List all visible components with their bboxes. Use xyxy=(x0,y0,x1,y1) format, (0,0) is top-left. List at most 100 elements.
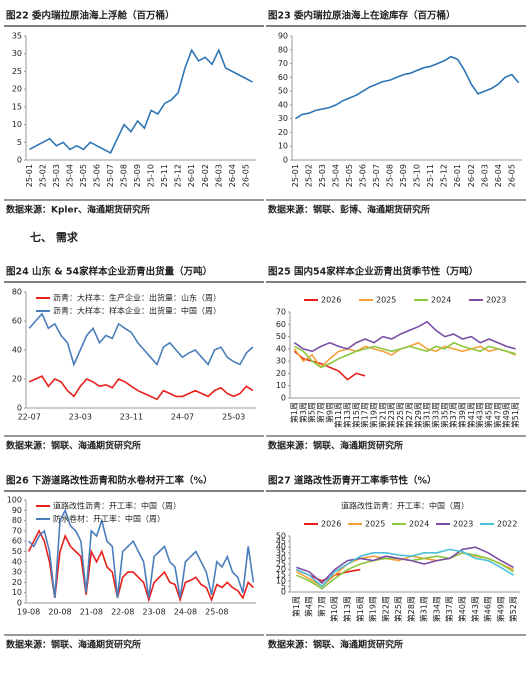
y-tick-label: 80 xyxy=(12,516,22,525)
x-tick-label: 25-11 xyxy=(160,164,169,187)
y-tick-label: 50 xyxy=(276,332,286,341)
y-tick-label: 30 xyxy=(12,49,22,58)
source-note: 数据来源：Kpler、海通期货研究所 xyxy=(6,204,150,216)
y-tick-label: 0 xyxy=(17,599,22,608)
x-tick-label: 第5周 xyxy=(307,402,317,423)
y-tick-label: 35 xyxy=(12,32,22,41)
x-tick-label: 第7周 xyxy=(316,596,326,617)
x-tick-label: 25-05 xyxy=(79,164,88,187)
y-tick-label: 5 xyxy=(17,138,22,147)
x-tick-label: 25-04 xyxy=(65,164,74,187)
source-note: 数据来源：钢联、海通期货研究所 xyxy=(268,639,403,651)
x-tick-label: 第10周 xyxy=(329,596,339,622)
x-tick-label: 第28周 xyxy=(406,596,416,622)
x-tick-label: 第9周 xyxy=(324,402,334,423)
x-tick-label: 第13周 xyxy=(342,402,352,428)
y-tick-label: 100 xyxy=(7,496,22,505)
series-line xyxy=(296,551,514,588)
x-tick-label: 第51周 xyxy=(510,402,520,428)
x-tick-label: 第49周 xyxy=(501,402,511,428)
x-tick-label: 第47周 xyxy=(492,402,502,428)
section-heading: 七、 需求 xyxy=(30,230,79,244)
y-tick-label: 70 xyxy=(278,59,288,68)
y-tick-label: 30 xyxy=(276,357,286,366)
y-tick-label: 90 xyxy=(278,32,288,41)
x-tick-label: 25-10 xyxy=(413,164,422,187)
x-tick-label: 22-07 xyxy=(18,413,41,422)
x-tick-label: 第37周 xyxy=(448,402,458,428)
x-tick-label: 25-11 xyxy=(426,164,435,187)
x-tick-label: 26-04 xyxy=(228,164,237,187)
legend-label: 道路改性沥青：开工率：中国（周） xyxy=(53,501,181,511)
series-line xyxy=(293,320,516,353)
source-note: 数据来源：钢联、彭博、海通期货研究所 xyxy=(268,204,430,216)
x-tick-label: 24-07 xyxy=(171,413,194,422)
y-tick-label: 0 xyxy=(17,404,22,413)
x-tick-label: 第1周 xyxy=(291,596,301,617)
x-tick-label: 26-02 xyxy=(201,164,210,187)
x-tick-label: 26-01 xyxy=(453,164,462,187)
y-tick-label: 20 xyxy=(276,369,286,378)
y-tick-label: 15 xyxy=(12,102,22,111)
x-tick-label: 25-04 xyxy=(331,164,340,187)
y-tick-label: 10 xyxy=(12,588,22,597)
x-tick-label: 25-07 xyxy=(106,164,115,187)
series-line xyxy=(28,375,254,401)
series-line xyxy=(293,350,366,381)
x-tick-label: 25-07 xyxy=(372,164,381,187)
legend-label: 沥青：大样本：生产企业：出货量：山东（周） xyxy=(53,293,221,303)
y-tick-label: 50 xyxy=(278,87,288,96)
y-tick-label: 20 xyxy=(278,128,288,137)
y-tick-label: 35 xyxy=(276,548,286,557)
y-tick-label: 70 xyxy=(12,526,22,535)
x-tick-label: 25-03 xyxy=(222,413,245,422)
y-tick-label: 30 xyxy=(12,568,22,577)
x-tick-label: 26-03 xyxy=(480,164,489,187)
x-tick-label: 26-04 xyxy=(494,164,503,187)
y-tick-label: 40 xyxy=(12,346,22,355)
y-tick-label: 80 xyxy=(12,288,22,297)
x-tick-label: 25-10 xyxy=(147,164,156,187)
source-note: 数据来源：钢联、海通期货研究所 xyxy=(6,440,141,452)
x-tick-label: 25-09 xyxy=(399,164,408,187)
x-tick-label: 25-08 xyxy=(386,164,395,187)
series-line xyxy=(296,548,515,588)
x-tick-label: 第43周 xyxy=(470,596,480,622)
x-tick-label: 第23周 xyxy=(386,402,396,428)
x-tick-label: 第19周 xyxy=(368,596,378,622)
y-tick-label: 10 xyxy=(276,576,286,585)
y-tick-label: 80 xyxy=(278,45,288,54)
x-tick-label: 24-08 xyxy=(174,608,197,617)
y-tick-label: 30 xyxy=(278,114,288,123)
x-tick-label: 25-01 xyxy=(25,164,34,187)
legend-label: 2024 xyxy=(409,520,429,529)
x-tick-label: 25-06 xyxy=(93,164,102,187)
x-tick-label: 第31周 xyxy=(419,596,429,622)
legend-label: 沥青：大样本：样本企业：出货量：中国（周） xyxy=(53,306,221,316)
x-tick-label: 第13周 xyxy=(342,596,352,622)
legend-label: 2025 xyxy=(376,296,396,305)
x-tick-label: 25-02 xyxy=(38,164,47,187)
x-tick-label: 第16周 xyxy=(355,596,365,622)
x-tick-label: 第21周 xyxy=(377,402,387,428)
y-tick-label: 40 xyxy=(12,557,22,566)
y-tick-label: 5 xyxy=(281,582,286,591)
y-tick-label: 70 xyxy=(276,308,286,317)
x-tick-label: 25-08 xyxy=(120,164,129,187)
x-tick-label: 25-08 xyxy=(205,608,228,617)
y-tick-label: 30 xyxy=(276,554,286,563)
x-tick-label: 第25周 xyxy=(395,402,405,428)
x-tick-label: 25-03 xyxy=(318,164,327,187)
y-tick-label: 25 xyxy=(276,560,286,569)
x-tick-label: 第46周 xyxy=(483,596,493,622)
y-tick-label: 10 xyxy=(12,120,22,129)
x-tick-label: 第25周 xyxy=(393,596,403,622)
x-tick-label: 26-01 xyxy=(187,164,196,187)
chart-title: 图22 委内瑞拉原油海上浮舱（百万桶） xyxy=(6,10,175,22)
y-tick-label: 25 xyxy=(12,67,22,76)
y-tick-label: 60 xyxy=(278,73,288,82)
x-tick-label: 第43周 xyxy=(475,402,485,428)
x-tick-label: 第37周 xyxy=(444,596,454,622)
x-tick-label: 25-12 xyxy=(440,164,449,187)
